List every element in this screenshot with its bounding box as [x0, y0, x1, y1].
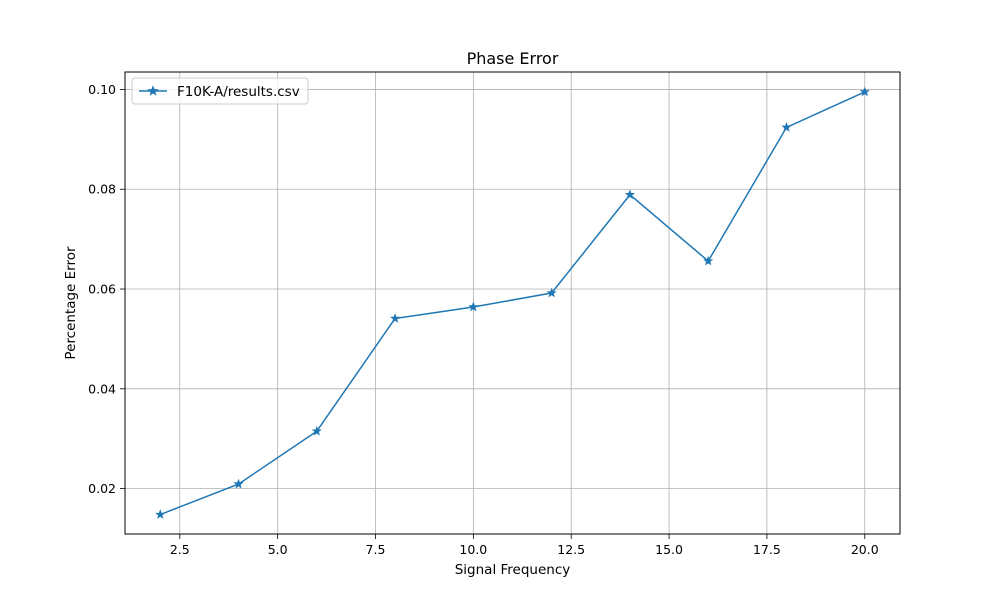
legend: F10K-A/results.csv: [131, 77, 309, 105]
data-point: [233, 478, 244, 489]
y-tick-label: 0.08: [88, 182, 116, 197]
x-tick-label: 15.0: [655, 542, 683, 557]
y-axis-ticks: 0.02 0.04 0.06 0.08 0.10: [88, 82, 125, 496]
data-point: [155, 509, 166, 519]
data-point: [703, 255, 714, 266]
x-tick-label: 10.0: [459, 542, 487, 557]
y-axis-label: Percentage Error: [63, 246, 79, 360]
legend-box: [131, 77, 309, 105]
legend-label: F10K-A/results.csv: [177, 84, 300, 100]
plot-area-frame: [124, 71, 901, 535]
data-point: [468, 301, 479, 312]
data-point: [859, 86, 870, 97]
series-line: [159, 91, 866, 516]
x-tick-label: 17.5: [753, 542, 781, 557]
x-tick-label: 7.5: [366, 542, 386, 557]
legend-marker: [147, 85, 159, 96]
series-layer: [155, 86, 870, 519]
y-tick-label: 0.10: [88, 82, 116, 97]
data-point: [311, 425, 322, 436]
data-point: [389, 313, 401, 323]
y-tick-label: 0.04: [88, 381, 116, 396]
grid: [125, 72, 900, 534]
x-axis-ticks: 2.5 5.0 7.5 10.0 12.5 15.0 17.5 20.0: [170, 534, 879, 557]
data-point: [781, 122, 792, 132]
y-tick-label: 0.02: [88, 481, 116, 496]
x-axis-label: Signal Frequency: [455, 562, 571, 578]
x-tick-label: 2.5: [170, 542, 190, 557]
chart-title: Phase Error: [467, 49, 559, 68]
x-tick-label: 12.5: [557, 542, 585, 557]
x-tick-label: 20.0: [851, 542, 879, 557]
x-tick-label: 5.0: [268, 542, 288, 557]
data-point: [546, 287, 557, 298]
data-point: [624, 189, 636, 200]
y-tick-label: 0.06: [88, 282, 116, 297]
